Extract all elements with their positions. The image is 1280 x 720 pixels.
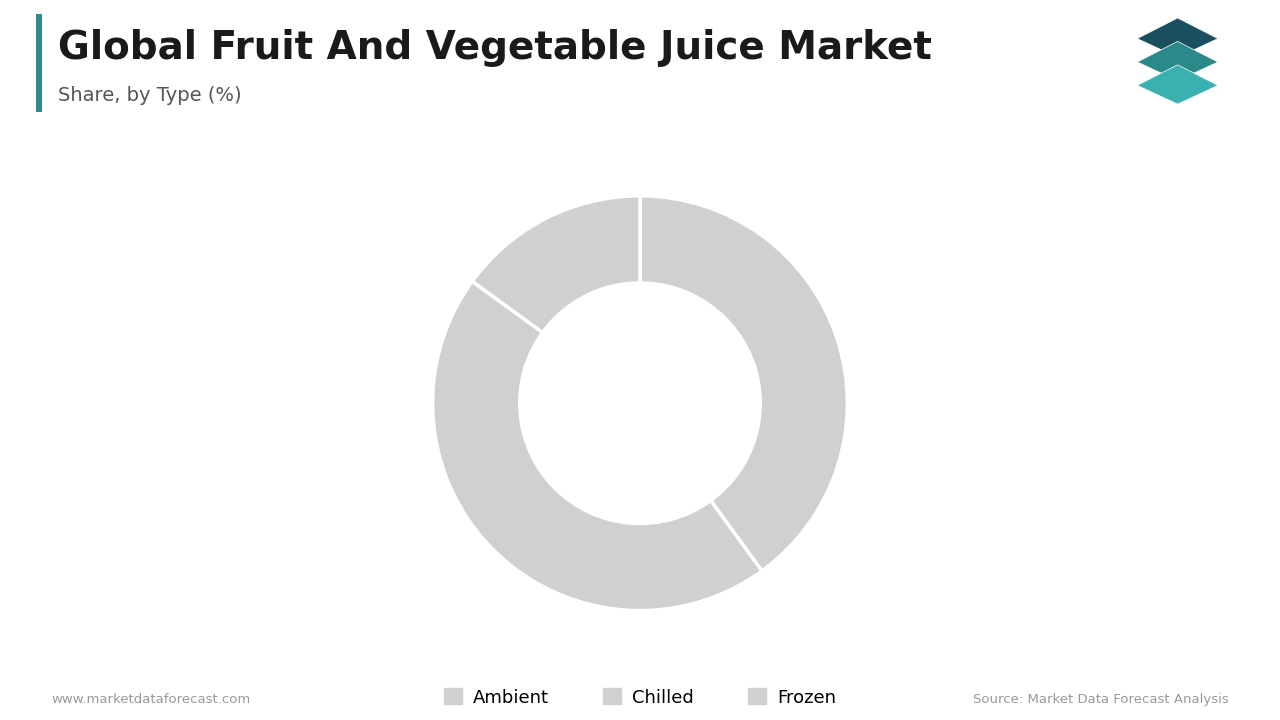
Text: www.marketdataforecast.com: www.marketdataforecast.com [51,693,251,706]
Text: Source: Market Data Forecast Analysis: Source: Market Data Forecast Analysis [973,693,1229,706]
Legend: Ambient, Chilled, Frozen: Ambient, Chilled, Frozen [435,679,845,716]
Polygon shape [1138,65,1219,104]
Wedge shape [433,282,762,611]
Polygon shape [1138,41,1219,81]
Wedge shape [472,196,640,333]
Text: Global Fruit And Vegetable Juice Market: Global Fruit And Vegetable Juice Market [58,29,932,67]
Wedge shape [640,196,847,571]
Text: Share, by Type (%): Share, by Type (%) [58,86,241,105]
Polygon shape [1138,18,1219,58]
